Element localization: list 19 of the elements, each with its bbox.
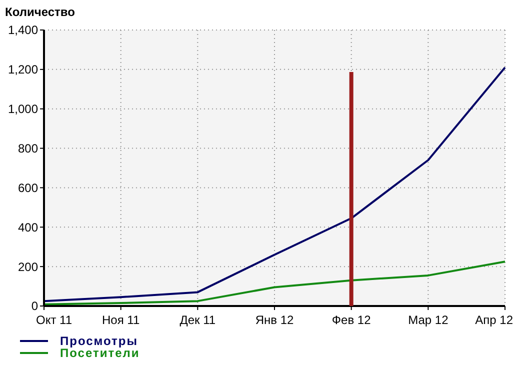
y-tick-label: 1,200 xyxy=(8,62,38,77)
y-tick-label: 200 xyxy=(18,260,38,274)
x-tick-label: Окт 11 xyxy=(36,313,72,327)
line-series xyxy=(43,66,506,302)
y-tick-label: 0 xyxy=(31,299,38,314)
x-tick-label: Мар 12 xyxy=(408,313,449,327)
x-tick-label: Апр 12 xyxy=(475,313,514,327)
x-tick-label: Дек 11 xyxy=(180,313,216,327)
y-tick-label: 1,400 xyxy=(8,23,38,38)
x-tick-label: Фев 12 xyxy=(332,313,372,327)
x-tick-label: Янв 12 xyxy=(255,313,294,327)
legend-label: Посетители xyxy=(60,346,140,360)
x-tick-label: Ноя 11 xyxy=(102,313,140,327)
y-tick-label: 1,000 xyxy=(8,102,38,116)
y-tick-label: 600 xyxy=(18,180,38,195)
y-tick-label: 400 xyxy=(18,220,38,234)
y-tick-label: 800 xyxy=(18,141,38,156)
legend-label: Просмотры xyxy=(60,334,138,348)
y-axis-title: Количество xyxy=(5,5,75,19)
